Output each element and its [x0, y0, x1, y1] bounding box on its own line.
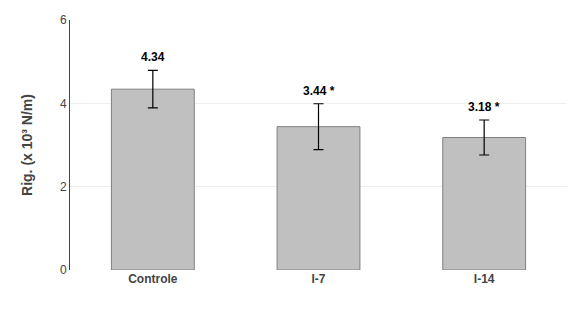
svg-text:2: 2	[60, 180, 67, 194]
svg-text:4: 4	[60, 97, 67, 111]
svg-text:I-14: I-14	[474, 272, 495, 286]
svg-text:3.18 *: 3.18 *	[468, 100, 500, 114]
svg-text:6: 6	[60, 13, 67, 27]
svg-text:Controle: Controle	[128, 272, 178, 286]
svg-text:4.34: 4.34	[141, 50, 165, 64]
svg-text:Rig. (x 10³ N/m): Rig. (x 10³ N/m)	[19, 94, 35, 196]
svg-text:I-7: I-7	[311, 272, 325, 286]
svg-text:0: 0	[60, 263, 67, 277]
svg-text:3.44 *: 3.44 *	[303, 84, 335, 98]
